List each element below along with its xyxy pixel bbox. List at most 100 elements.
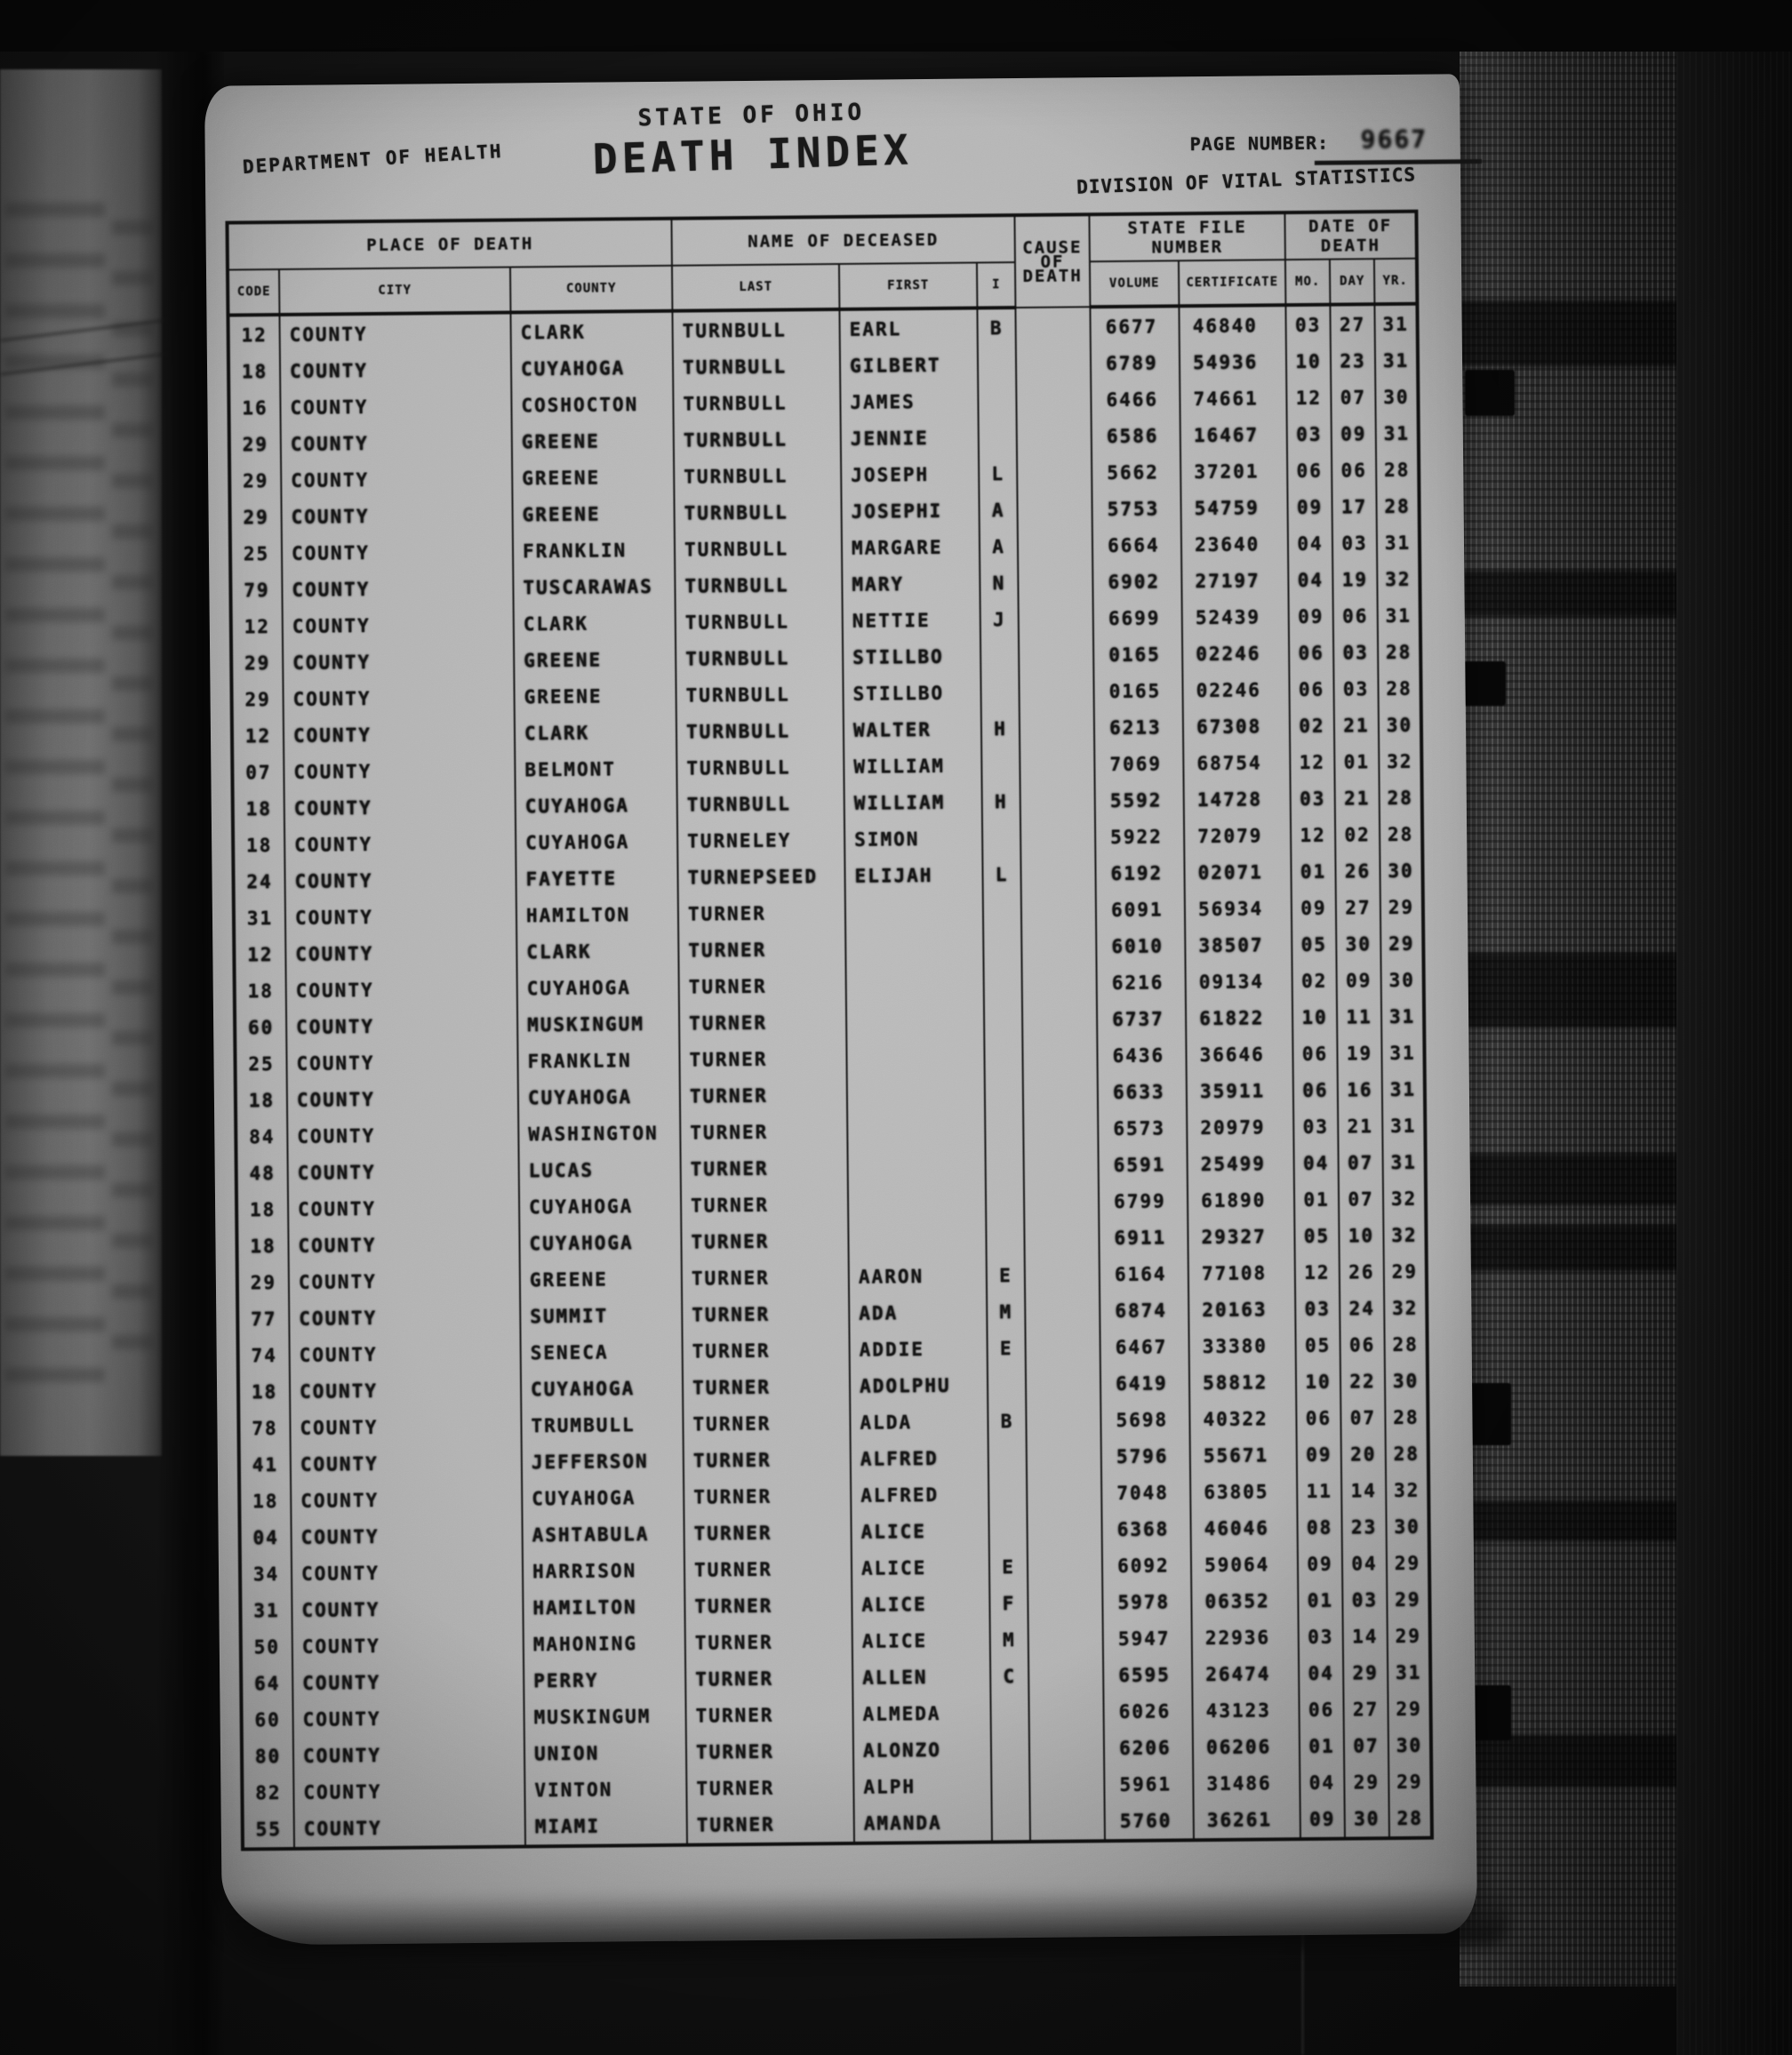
- table-cell: 31: [1382, 1107, 1426, 1145]
- table-cell: 18: [239, 1482, 292, 1520]
- table-cell: [990, 1694, 1029, 1731]
- table-cell: 06: [1299, 1691, 1344, 1729]
- table-cell: 04: [1300, 1763, 1345, 1802]
- table-cell: TURNER: [681, 1258, 850, 1297]
- table-cell: [1019, 673, 1094, 711]
- table-cell: CUYAHOGA: [520, 1369, 684, 1408]
- table-cell: 02071: [1184, 853, 1292, 892]
- table-cell: ALONZO: [852, 1731, 992, 1769]
- binder-clip: [1463, 661, 1506, 706]
- table-cell: 03: [1342, 1581, 1388, 1619]
- table-cell: AMANDA: [853, 1803, 993, 1843]
- table-cell: JOSEPHI: [841, 492, 980, 530]
- table-cell: 02: [1335, 816, 1380, 853]
- ghost-text-column: [112, 220, 153, 1376]
- table-cell: 6192: [1095, 854, 1185, 892]
- table-cell: GILBERT: [839, 346, 979, 384]
- table-cell: 06: [1292, 1071, 1339, 1109]
- table-cell: [984, 1075, 1024, 1112]
- table-cell: 10: [1295, 1363, 1341, 1401]
- table-cell: COUNTY: [292, 1626, 524, 1665]
- table-cell: COUNTY: [293, 1771, 525, 1811]
- table-cell: 07: [232, 754, 284, 791]
- table-cell: A: [979, 528, 1019, 565]
- table-cell: E: [986, 1257, 1026, 1294]
- table-cell: [1016, 381, 1092, 420]
- table-cell: 12: [230, 608, 284, 645]
- table-cell: COUNTY: [282, 605, 515, 645]
- table-cell: [985, 1111, 1024, 1148]
- table-cell: 06: [1332, 597, 1379, 635]
- table-cell: 77: [237, 1299, 290, 1338]
- table-cell: TURNBULL: [676, 638, 844, 677]
- table-cell: 03: [1290, 780, 1336, 818]
- table-cell: MUSKINGUM: [516, 1004, 680, 1043]
- table-cell: 14: [1342, 1618, 1388, 1655]
- table-cell: 6677: [1090, 306, 1180, 346]
- table-cell: CLARK: [513, 604, 676, 643]
- table-cell: 23: [1341, 1508, 1387, 1546]
- table-cell: 29: [1380, 888, 1424, 926]
- table-cell: [1021, 1001, 1098, 1039]
- table-cell: TURNBULL: [674, 492, 842, 532]
- table-cell: 30: [1388, 1726, 1432, 1764]
- table-cell: TURNER: [681, 1221, 849, 1260]
- table-cell: 10: [1339, 1217, 1384, 1254]
- table-cell: GREENE: [512, 494, 675, 533]
- table-cell: CUYAHOGA: [515, 786, 678, 825]
- table-cell: [988, 1439, 1028, 1476]
- table-cell: CLARK: [516, 932, 679, 971]
- table-cell: 33380: [1188, 1327, 1296, 1365]
- table-cell: [983, 929, 1022, 966]
- table-cell: COUNTY: [290, 1443, 523, 1483]
- table-cell: TURNBULL: [674, 529, 843, 568]
- table-cell: [845, 965, 984, 1004]
- table-cell: PERRY: [524, 1660, 686, 1699]
- table-cell: 09: [1300, 1800, 1346, 1840]
- table-cell: 08: [1297, 1508, 1342, 1547]
- table-cell: 29: [1388, 1690, 1431, 1728]
- table-cell: 5978: [1102, 1583, 1192, 1621]
- table-cell: 23640: [1180, 525, 1289, 564]
- table-cell: [1017, 491, 1092, 529]
- table-cell: 67308: [1182, 708, 1291, 746]
- table-cell: MARGARE: [841, 528, 980, 566]
- table-cell: 16: [1337, 1071, 1383, 1108]
- table-cell: COUNTY: [291, 1516, 523, 1555]
- table-cell: ALDA: [850, 1403, 988, 1441]
- table-cell: COUNTY: [284, 788, 516, 827]
- table-cell: CUYAHOGA: [517, 1077, 681, 1116]
- table-cell: 09: [1287, 488, 1332, 526]
- table-cell: 07: [1331, 379, 1376, 416]
- table-cell: [848, 1220, 987, 1259]
- table-cell: 06206: [1192, 1728, 1300, 1766]
- table-cell: TURNER: [678, 966, 846, 1005]
- table-cell: 01: [1334, 743, 1380, 780]
- table-cell: COUNTY: [285, 1006, 518, 1045]
- table-cell: 38507: [1185, 926, 1292, 964]
- table-cell: 07: [1340, 1399, 1386, 1436]
- table-cell: 6799: [1098, 1182, 1188, 1220]
- table-cell: 31: [1374, 303, 1418, 343]
- table-body: 12 COUNTY CLARK TURNBULL EARL B 6677 46840 03 27 3…: [228, 303, 1433, 1850]
- table-cell: [1028, 1584, 1103, 1622]
- table-cell: 6573: [1098, 1109, 1188, 1147]
- table-cell: 55671: [1189, 1436, 1298, 1475]
- table-cell: [1026, 1438, 1102, 1476]
- table-cell: 26: [1335, 852, 1380, 890]
- table-cell: 6213: [1093, 708, 1184, 747]
- col-year: YR.: [1373, 258, 1418, 305]
- table-cell: 21: [1334, 780, 1380, 817]
- table-cell: TURNER: [684, 1549, 852, 1588]
- table-cell: COUNTY: [290, 1407, 522, 1446]
- table-cell: 74: [237, 1336, 290, 1374]
- table-cell: 27: [1343, 1691, 1388, 1728]
- table-cell: 32: [1379, 742, 1422, 780]
- table-cell: 12: [1290, 743, 1335, 781]
- table-cell: TURNELEY: [677, 820, 845, 860]
- table-cell: COUNTY: [279, 312, 511, 354]
- table-cell: 01: [1293, 1180, 1340, 1219]
- table-cell: 41: [238, 1445, 292, 1483]
- table-cell: [1025, 1292, 1100, 1331]
- table-cell: [980, 637, 1020, 675]
